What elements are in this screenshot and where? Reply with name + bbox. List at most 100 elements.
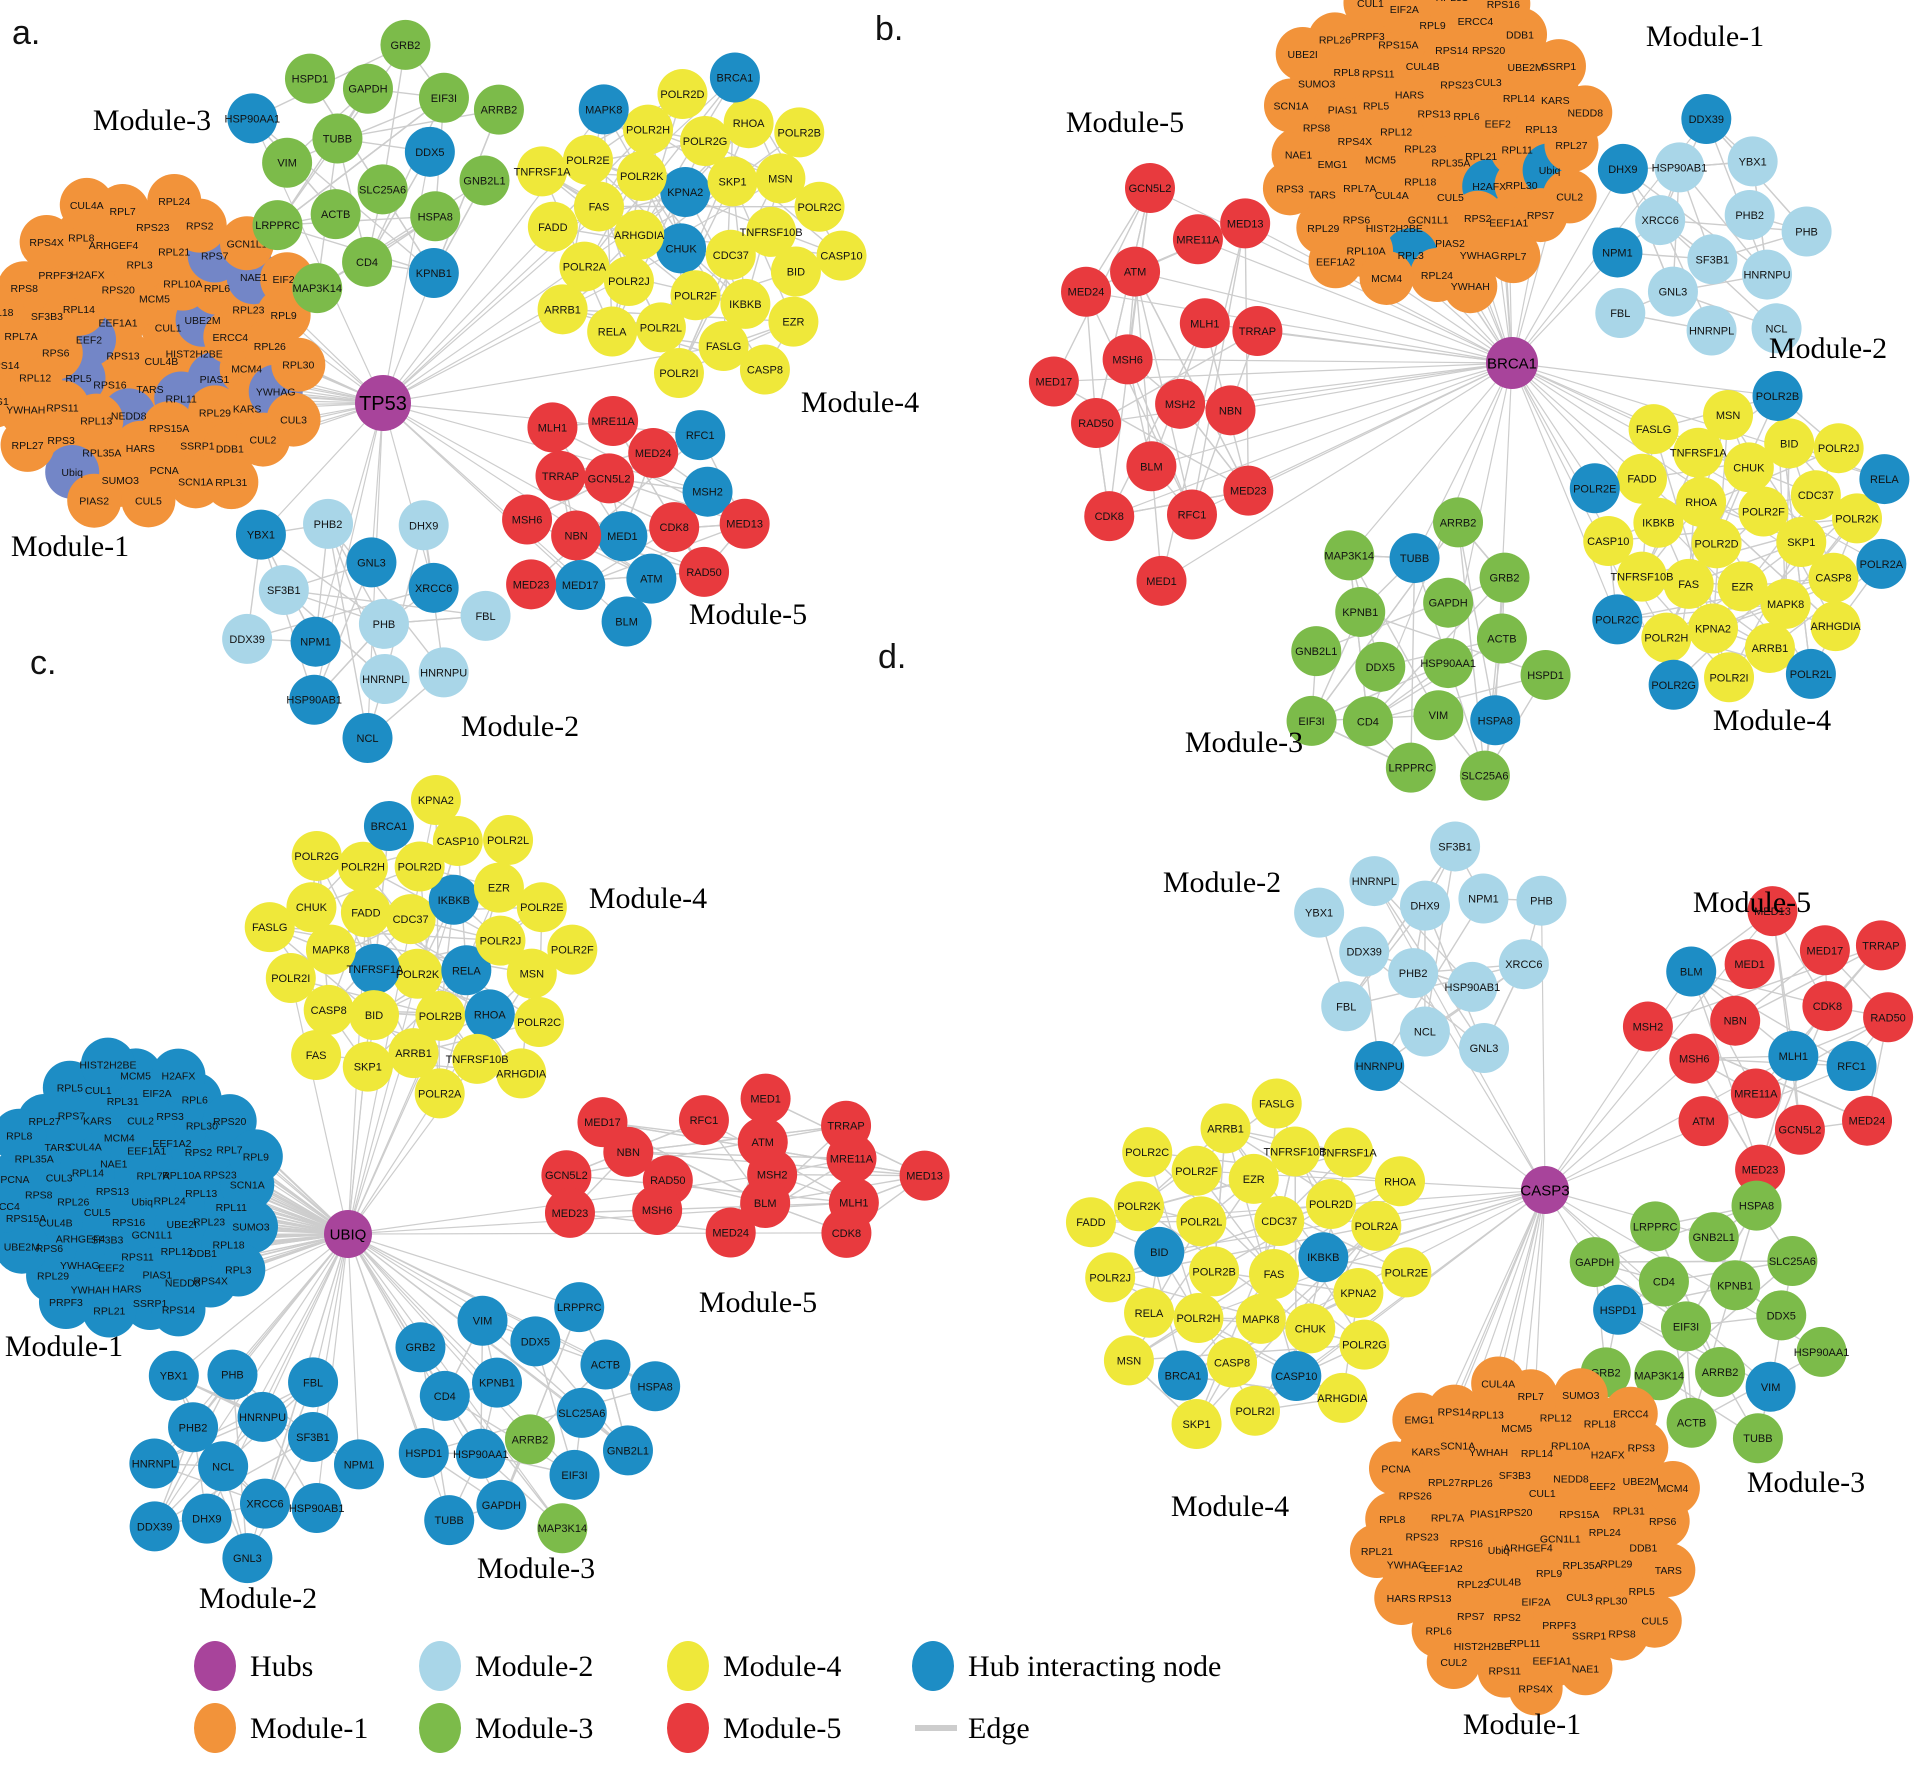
node-d-IKBKB xyxy=(1298,1232,1349,1283)
node-a-DDX5 xyxy=(404,126,455,177)
node-b-ATM xyxy=(1110,246,1161,297)
edge xyxy=(500,1306,580,1506)
node-a-HNRNPU xyxy=(418,647,469,698)
node-b-NCL xyxy=(1751,303,1802,354)
node-d-MAP3K14 xyxy=(1634,1350,1685,1401)
node-a-MED24 xyxy=(628,428,679,479)
node-c-GAPDH xyxy=(476,1479,527,1530)
node-a-IKBKB xyxy=(720,278,771,329)
node-d-HSPD1 xyxy=(1593,1284,1644,1335)
node-b-KPNB1 xyxy=(1335,586,1386,637)
edge xyxy=(1182,1374,1344,1399)
node-a-POLR2C xyxy=(794,181,845,232)
node-d-POLR2A xyxy=(1351,1200,1402,1251)
node-a-MSN xyxy=(755,153,806,204)
node-c-FASLG xyxy=(244,902,295,953)
node-c-POLR2F xyxy=(547,924,598,975)
node-c-RPL3 xyxy=(211,1242,266,1297)
node-d-MED17 xyxy=(1799,925,1850,976)
node-c-BLM xyxy=(740,1177,791,1228)
node-d-CUL2 xyxy=(1426,1635,1481,1690)
node-a-POLR2E xyxy=(562,134,613,185)
node-b-RPS16 xyxy=(1476,0,1531,31)
node-b-DDX5 xyxy=(1355,641,1406,692)
node-a-TRRAP xyxy=(535,450,586,501)
node-b-SLC25A6 xyxy=(1459,750,1510,801)
edge xyxy=(1345,963,1525,1007)
node-b-BLM xyxy=(1126,441,1177,492)
node-d-RPL21 xyxy=(1349,1524,1404,1579)
node-d-MSH6 xyxy=(1669,1033,1720,1084)
node-d-NPM1 xyxy=(1458,873,1509,924)
node-a-CDC37 xyxy=(705,229,756,280)
node-c-GNB2L1 xyxy=(602,1425,653,1476)
node-d-CUL5 xyxy=(1627,1593,1682,1648)
edge xyxy=(1755,1016,1889,1095)
legend-label-Module-2: Module-2 xyxy=(475,1650,593,1683)
node-d-POLR2J xyxy=(1085,1252,1136,1303)
node-c-RHOA xyxy=(464,989,515,1040)
node-b-MSH6 xyxy=(1102,334,1153,385)
node-c-CDC37 xyxy=(385,894,436,945)
edge xyxy=(327,523,386,680)
node-b-FASLG xyxy=(1628,404,1679,455)
node-a-GNL3 xyxy=(346,537,397,588)
node-a-MSH6 xyxy=(502,494,553,545)
node-b-POLR2I xyxy=(1704,652,1755,703)
edge xyxy=(246,587,435,640)
node-b-RFC1 xyxy=(1166,489,1217,540)
node-d-ATM xyxy=(1678,1096,1729,1147)
node-b-TNFRSF1A xyxy=(1673,427,1724,478)
node-c-LRPPRC xyxy=(554,1282,605,1333)
node-d-GNL3 xyxy=(1459,1022,1510,1073)
node-c-FAS xyxy=(291,1030,342,1081)
panel-letter-b: b. xyxy=(875,10,903,48)
node-d-GCN5L2 xyxy=(1774,1104,1825,1155)
node-c-VIM xyxy=(457,1295,508,1346)
hub-edge xyxy=(1544,1189,1715,1238)
node-b-MCM4 xyxy=(1359,250,1414,305)
node-d-NCL xyxy=(1399,1006,1450,1057)
panel-letter-c: c. xyxy=(30,644,56,682)
module-label-d-Module-3: Module-3 xyxy=(1747,1466,1865,1499)
edge xyxy=(1410,557,1416,769)
node-d-SLC25A6 xyxy=(1767,1236,1818,1287)
node-d-BID xyxy=(1134,1226,1185,1277)
node-b-RPL7 xyxy=(1486,229,1541,284)
node-c-HSP90AB1 xyxy=(291,1482,342,1533)
edge xyxy=(286,97,445,164)
node-d-NAE1 xyxy=(1558,1641,1613,1696)
node-b-KPNA2 xyxy=(1688,603,1739,654)
node-c-EIF3I xyxy=(549,1449,600,1500)
node-c-ERCC4 xyxy=(0,1179,30,1234)
node-c-HNRNPL xyxy=(129,1438,180,1489)
node-c-MED1 xyxy=(740,1073,791,1124)
edge xyxy=(1053,380,1250,492)
hub-edge xyxy=(1108,362,1513,517)
hub-edge xyxy=(347,1233,484,1322)
module-label-b-Module-1: Module-1 xyxy=(1646,20,1764,53)
node-a-RPL18 xyxy=(0,285,25,339)
node-d-POLR2K xyxy=(1114,1181,1165,1232)
node-a-TNFRSF1A xyxy=(517,146,568,197)
hub-edge xyxy=(1511,362,1655,430)
node-d-HSPA8 xyxy=(1731,1180,1782,1231)
node-a-RAD50 xyxy=(679,546,730,597)
node-d-LRPPRC xyxy=(1630,1201,1681,1252)
node-d-BLM xyxy=(1666,946,1717,997)
node-c-CASP10 xyxy=(432,816,483,867)
hub-edge xyxy=(1348,362,1513,556)
node-c-DDX39 xyxy=(129,1501,180,1552)
node-c-GRB2 xyxy=(395,1322,446,1373)
node-d-MRE11A xyxy=(1730,1068,1781,1119)
node-b-CUL2 xyxy=(1542,169,1597,224)
hub-node-BRCA1 xyxy=(1486,337,1538,389)
module-label-c-Module-1: Module-1 xyxy=(5,1330,123,1363)
legend-swatch-Module-1 xyxy=(194,1703,236,1753)
node-d-POLR2I xyxy=(1230,1385,1281,1436)
node-a-POLR2I xyxy=(653,348,704,399)
hub-edge xyxy=(1134,270,1513,364)
node-c-GNL3 xyxy=(222,1533,273,1584)
node-d-KPNA2 xyxy=(1333,1268,1384,1319)
